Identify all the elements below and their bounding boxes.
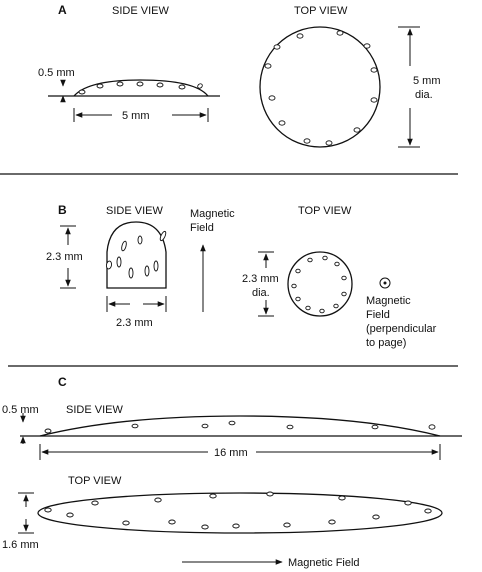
panel-c-field: Magnetic Field — [182, 557, 360, 569]
panel-b-field-label-1: Magnetic — [190, 208, 235, 220]
panel-b-dome-outline — [106, 221, 167, 289]
panel-b-field-label-2: Field — [190, 222, 214, 234]
panel-b-side-view-title: SIDE VIEW — [106, 205, 163, 217]
panel-b-perp-label-3: (perpendicular — [366, 323, 437, 335]
field-out-of-page-icon — [379, 277, 391, 289]
panel-a-side-particles — [78, 81, 203, 95]
panel-b-field-vertical: Magnetic Field — [190, 208, 235, 312]
panel-b-field-perpendicular: Magnetic Field (perpendicular to page) — [366, 277, 437, 349]
panel-b-letter: B — [58, 203, 67, 217]
panel-b-side-particles — [105, 230, 167, 279]
panel-b-top-view: 2.3 mm dia. — [242, 251, 353, 317]
panel-a-side-view-title: SIDE VIEW — [112, 5, 169, 17]
panel-a-width-label: 5 mm — [122, 110, 150, 122]
panel-b-perp-label-1: Magnetic — [366, 295, 411, 307]
panel-b-perp-label-2: Field — [366, 309, 390, 321]
panel-a-side-view-drop: 0.5 mm 5 mm — [38, 67, 220, 122]
panel-b-perp-label-4: to page) — [366, 337, 406, 349]
panel-a: A SIDE VIEW TOP VIEW 0.5 mm — [38, 3, 441, 148]
panel-b-width-label: 2.3 mm — [116, 317, 153, 329]
panel-a-height-label: 0.5 mm — [38, 67, 75, 79]
panel-b-top-view-title: TOP VIEW — [298, 205, 352, 217]
panel-b-side-view-drop: 2.3 mm 2.3 mm — [46, 221, 167, 329]
panel-c-height-label: 0.5 mm — [2, 404, 39, 416]
panel-c-width-label: 1.6 mm — [2, 539, 39, 551]
panel-c: C 0.5 mm SIDE VIEW 16 mm — [2, 375, 462, 569]
panel-c-letter: C — [58, 375, 67, 389]
panel-c-side-view: 0.5 mm SIDE VIEW 16 mm — [2, 404, 462, 460]
panel-b-dia-label-1: 2.3 mm — [242, 273, 279, 285]
panel-a-drop-outline — [73, 79, 209, 97]
panel-a-top-particles — [264, 30, 378, 146]
panel-c-top-particles — [44, 491, 432, 530]
panel-c-top-view-title: TOP VIEW — [68, 475, 122, 487]
panel-b-top-circle — [287, 251, 353, 317]
panel-a-dia-label-1: 5 mm — [413, 75, 441, 87]
panel-c-field-label: Magnetic Field — [288, 557, 360, 569]
panel-c-length-label: 16 mm — [214, 447, 248, 459]
panel-a-letter: A — [58, 3, 67, 17]
panel-a-dia-label-2: dia. — [415, 89, 433, 101]
panel-a-top-circle — [259, 26, 381, 148]
panel-a-top-view: 5 mm dia. — [259, 26, 441, 148]
panel-c-drop-outline — [39, 415, 441, 437]
panel-c-side-particles — [44, 420, 436, 434]
panel-c-top-view: TOP VIEW — [2, 475, 443, 551]
panel-b-height-label: 2.3 mm — [46, 251, 83, 263]
panel-b: B SIDE VIEW TOP VIEW 2.3 mm — [46, 203, 437, 349]
panel-b-top-particles — [291, 255, 347, 314]
panel-a-top-view-title: TOP VIEW — [294, 5, 348, 17]
panel-c-top-ellipse — [37, 492, 443, 534]
panel-b-dia-label-2: dia. — [252, 287, 270, 299]
panel-c-side-view-title: SIDE VIEW — [66, 404, 123, 416]
